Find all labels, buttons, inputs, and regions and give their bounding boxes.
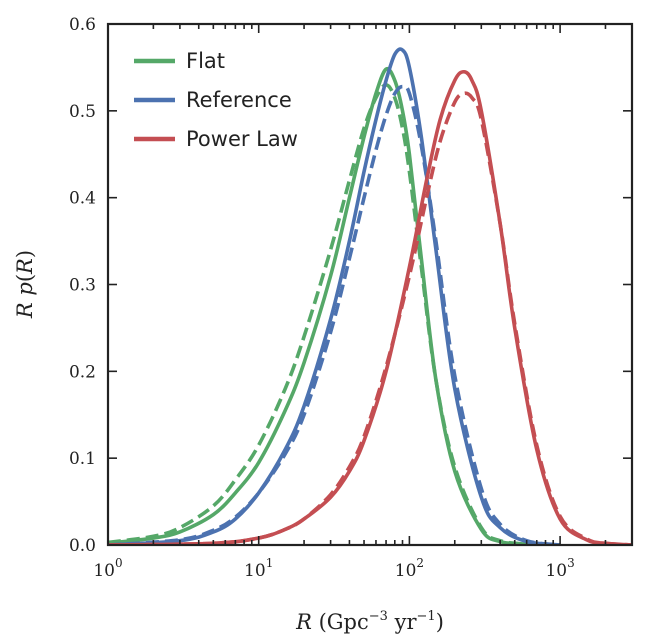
reference-dashed-line bbox=[108, 84, 561, 545]
y-axis-label: R p(R) bbox=[13, 250, 37, 319]
y-tick-label: 0.2 bbox=[69, 362, 96, 382]
x-tick-label: 100 bbox=[93, 556, 122, 581]
legend: Flat Reference Power Law bbox=[134, 49, 298, 151]
power-law-dashed-line bbox=[108, 91, 632, 545]
x-tick-label: 101 bbox=[244, 556, 273, 581]
legend-label-power-law: Power Law bbox=[186, 127, 298, 151]
y-tick-label: 0.3 bbox=[69, 276, 96, 296]
y-tick-label: 0.0 bbox=[69, 536, 96, 556]
y-tick-label: 0.1 bbox=[69, 449, 96, 469]
y-tick-label: 0.4 bbox=[69, 189, 96, 209]
x-tick-label: 103 bbox=[545, 556, 574, 581]
y-tick-label: 0.5 bbox=[69, 102, 96, 122]
legend-label-flat: Flat bbox=[186, 49, 225, 73]
plot-frame bbox=[106, 22, 634, 547]
series-layer bbox=[108, 47, 632, 545]
x-axis-label: R (Gpc−3 yr−1) bbox=[295, 609, 444, 634]
y-tick-label: 0.6 bbox=[69, 15, 96, 35]
flat-dashed-line bbox=[108, 82, 561, 545]
x-tick-label: 102 bbox=[395, 556, 424, 581]
ticks-layer: 100 101 102 103 0.0 0.1 0.2 0.3 0.4 0.5 0.6 bbox=[69, 15, 633, 581]
legend-label-reference: Reference bbox=[186, 88, 292, 112]
